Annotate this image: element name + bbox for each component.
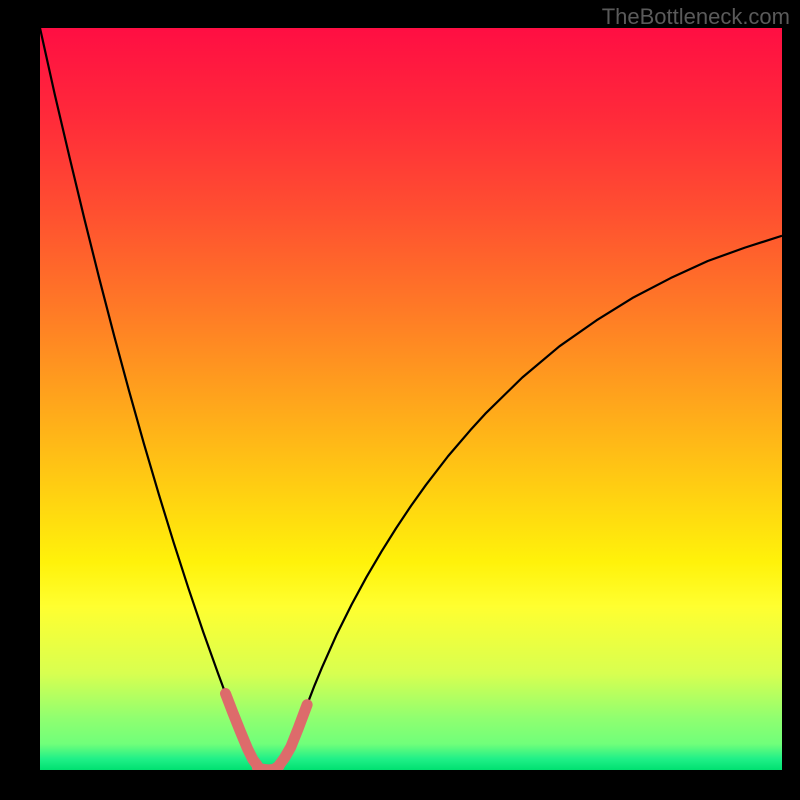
plot-background — [40, 28, 782, 770]
watermark-text: TheBottleneck.com — [602, 4, 790, 30]
bottleneck-chart — [40, 28, 782, 770]
chart-container: { "watermark": { "text": "TheBottleneck.… — [0, 0, 800, 800]
